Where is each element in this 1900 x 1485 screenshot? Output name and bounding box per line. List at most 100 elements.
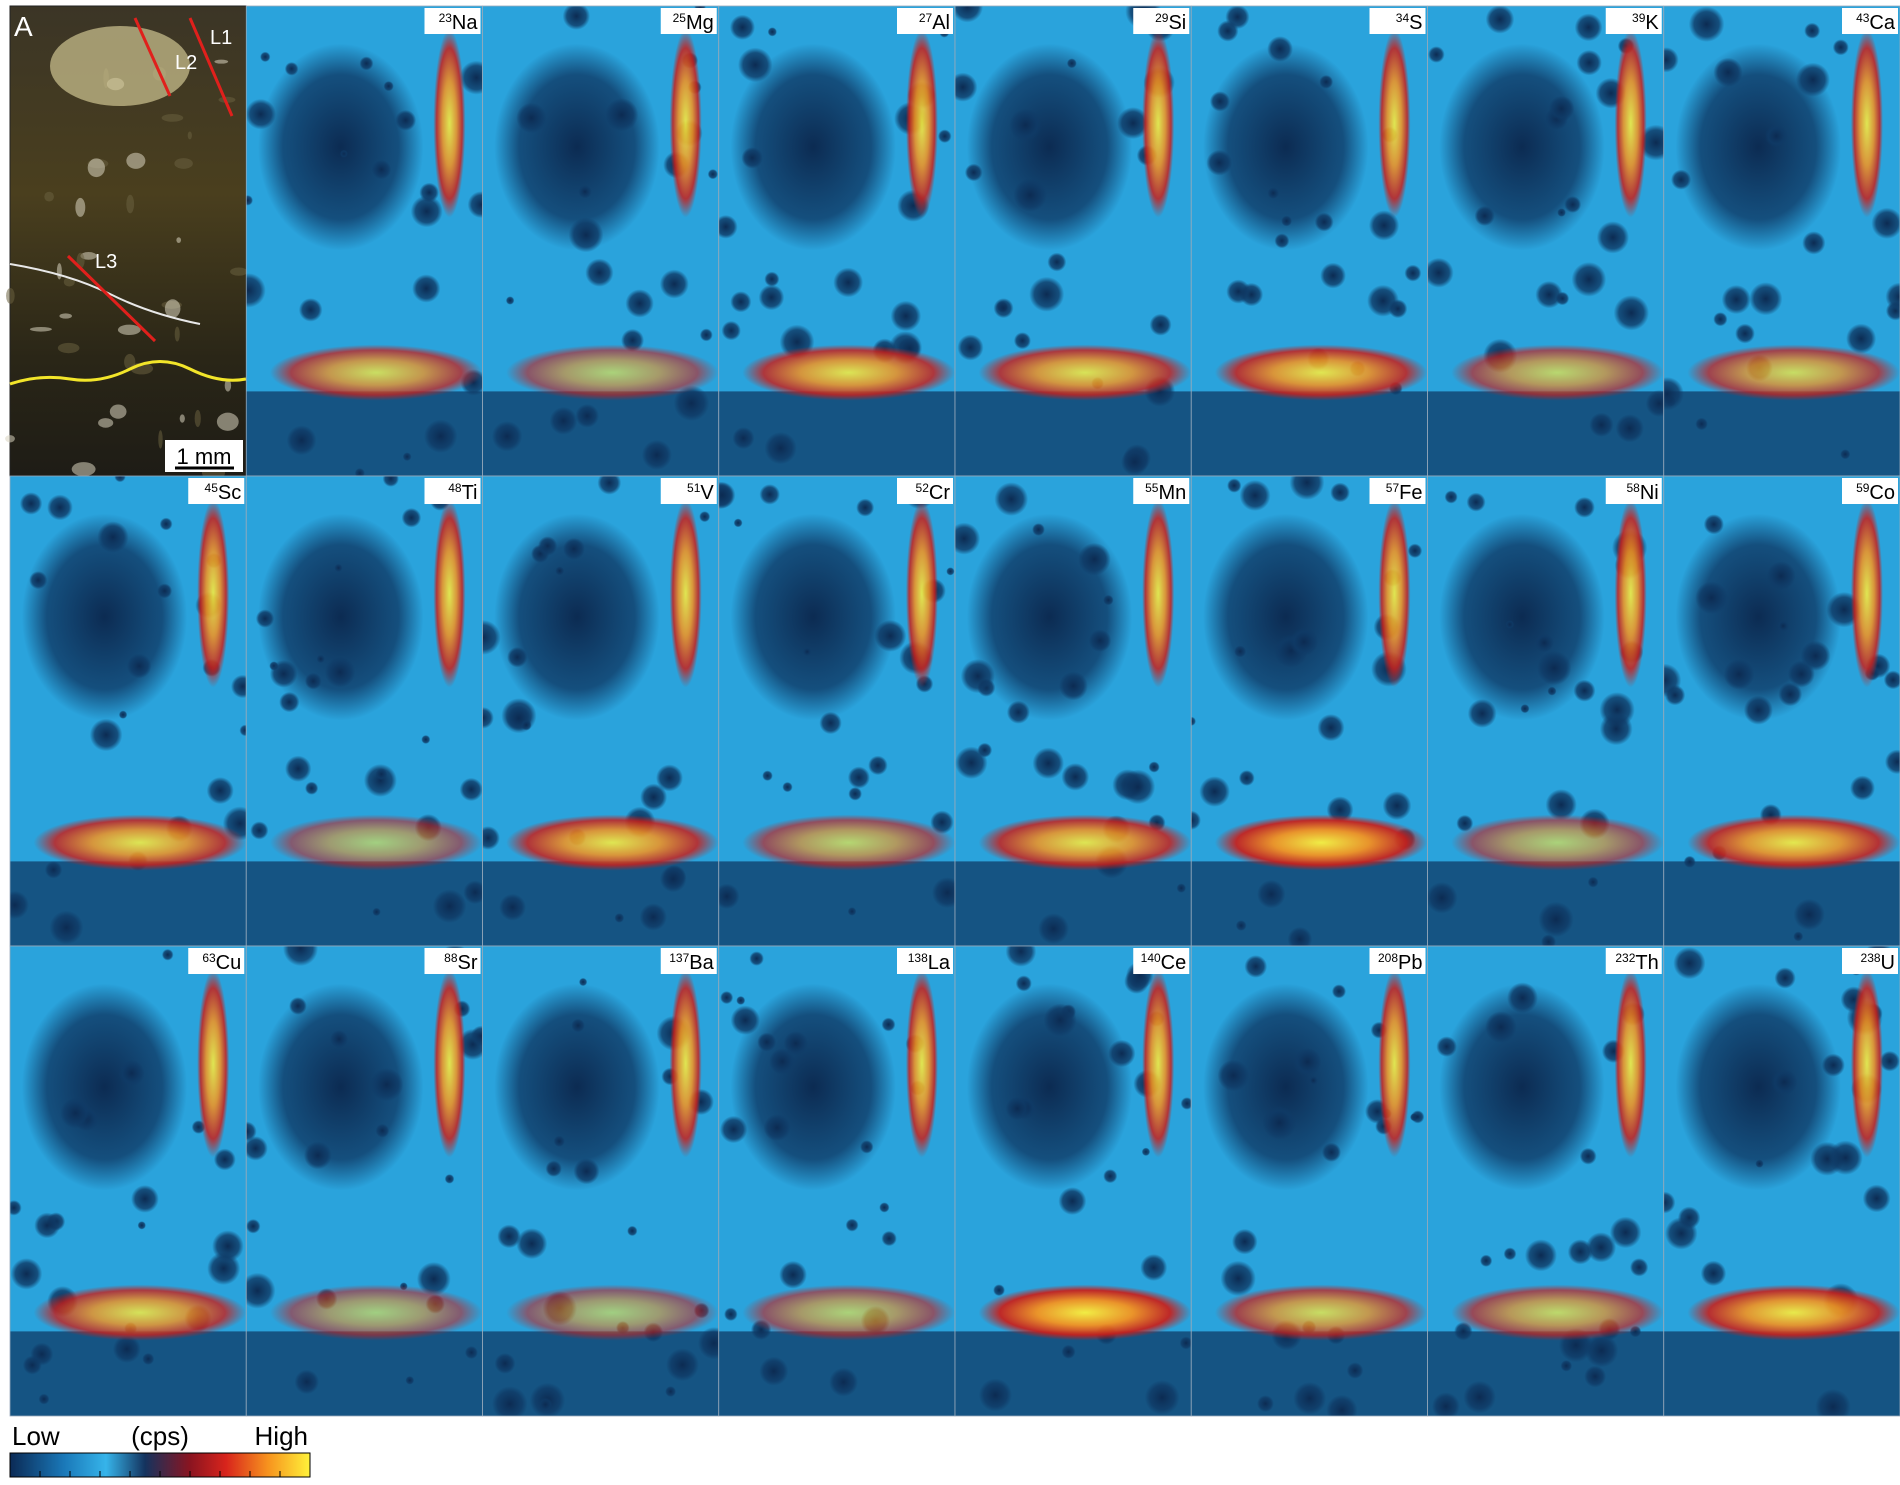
speckle (960, 658, 995, 694)
element-map: 137Ba (482, 945, 720, 1417)
speckle (279, 691, 300, 713)
speckle (1317, 714, 1345, 742)
speckle (555, 566, 565, 576)
element-label-box (1133, 8, 1190, 34)
speckle (848, 787, 862, 801)
speckle (856, 498, 875, 517)
speckle (494, 1353, 516, 1374)
speckle (1047, 252, 1067, 272)
element-label-box (1133, 478, 1190, 504)
dark-base (10, 861, 247, 946)
speckle (575, 403, 600, 428)
speckle (1032, 523, 1045, 536)
speckle (1005, 1096, 1029, 1121)
speckle (1663, 47, 1679, 73)
element-label-box (660, 478, 717, 504)
speckle (730, 1005, 761, 1035)
dark-base (246, 1331, 483, 1416)
speckle (1206, 149, 1233, 176)
color-legend: Low (cps) High (9, 1421, 311, 1478)
speckle (97, 521, 129, 553)
element-label: 34S (1396, 11, 1423, 34)
speckle (847, 907, 857, 916)
speckle (757, 1032, 777, 1052)
photo-grain (117, 324, 141, 336)
element-map: 29Si (954, 5, 1192, 477)
speckle (1579, 1147, 1597, 1165)
mass-number: 23 (439, 11, 453, 25)
speckle (269, 660, 298, 688)
photo-bright-area (50, 26, 190, 106)
speckle (1793, 898, 1825, 931)
map-border (1663, 945, 1900, 1417)
line-annotation: L3 (95, 251, 117, 273)
element-label: 232Th (1615, 951, 1658, 974)
speckle (1005, 946, 1037, 967)
mass-number: 238 (1861, 951, 1881, 965)
speckle (1576, 49, 1602, 76)
mass-number: 63 (202, 951, 216, 965)
speckle (625, 289, 654, 318)
speckle (553, 1135, 565, 1147)
speckle (497, 1224, 521, 1249)
speckle (1673, 947, 1706, 980)
speckle (1088, 629, 1112, 652)
element-label: 29Si (1155, 11, 1186, 34)
map-image (482, 476, 719, 946)
speckle (783, 1031, 809, 1056)
element-label-box (188, 478, 245, 504)
hot-vein (197, 499, 230, 688)
speckle (1584, 1333, 1619, 1368)
element-symbol: Si (1168, 12, 1186, 34)
speckle (1721, 284, 1751, 315)
speckle (1289, 627, 1319, 656)
speckle (1584, 1365, 1607, 1388)
speckle (1321, 1142, 1342, 1162)
element-map: 45Sc (9, 475, 247, 947)
speckle (724, 1307, 738, 1322)
hot-vein (1142, 969, 1175, 1158)
speckle (1108, 1039, 1136, 1068)
mass-number: 140 (1141, 951, 1161, 965)
speckle (482, 826, 500, 850)
speckle (416, 1261, 451, 1296)
element-label-box (424, 948, 481, 974)
photo-grain (98, 418, 114, 428)
speckle (118, 710, 128, 719)
speckle (1314, 212, 1334, 232)
speckle (1688, 6, 1725, 42)
speckle (763, 1114, 791, 1142)
speckle (499, 893, 527, 921)
hot-band (1214, 344, 1428, 401)
speckle (1503, 1247, 1517, 1261)
hot-vein (905, 969, 938, 1158)
speckle (482, 706, 494, 729)
element-symbol: Pb (1398, 952, 1422, 974)
dark-region (1203, 983, 1369, 1191)
speckle (758, 284, 785, 311)
hot-band (506, 814, 719, 871)
speckle (1330, 482, 1350, 503)
speckle (957, 334, 984, 361)
dark-region (258, 513, 424, 721)
speckle (375, 1123, 390, 1138)
element-label: 51V (687, 481, 714, 504)
element-symbol: Na (452, 12, 478, 34)
photo-grain (194, 409, 201, 428)
speckle (1231, 1228, 1258, 1255)
speckle (1326, 1394, 1358, 1416)
speckle (1743, 695, 1773, 725)
speckle (699, 511, 711, 523)
element-symbol: Sr (458, 952, 478, 974)
speckle (697, 1327, 719, 1360)
speckle (1538, 901, 1574, 938)
hot-vein (1614, 969, 1647, 1158)
speckle (1574, 13, 1603, 42)
speckle (142, 1352, 155, 1365)
speckle (1596, 221, 1630, 254)
element-label-box (1133, 948, 1190, 974)
photo-grain (230, 267, 248, 276)
photo-grain (29, 326, 52, 332)
photo-grain (174, 326, 180, 342)
speckle (1411, 1110, 1425, 1124)
